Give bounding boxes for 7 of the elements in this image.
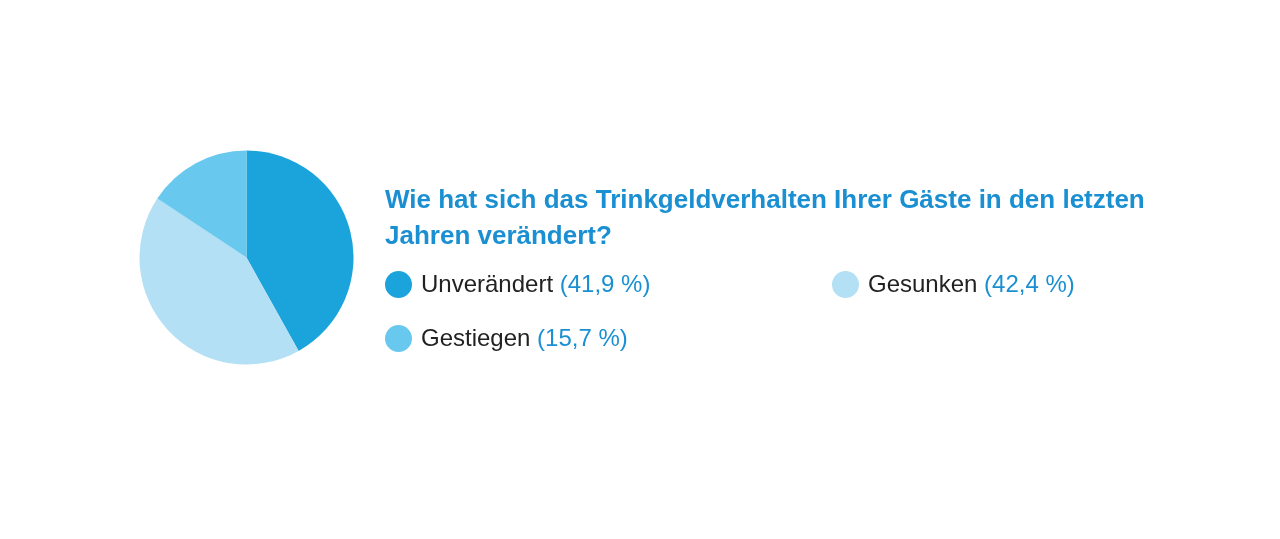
- legend-label: Gesunken: [868, 270, 978, 297]
- data-label: (42,4 %): [984, 270, 1075, 297]
- legend-label: Unverändert: [421, 270, 554, 297]
- legend-label: Gestiegen: [421, 324, 531, 352]
- text: Wie hat sich das Trinkgeldverhalten Ihrer Gäste in den letzten Jahren verändert?: [385, 183, 1145, 252]
- data-label: (15,7 %): [537, 324, 628, 352]
- data-label: (41,9 %): [559, 270, 651, 297]
